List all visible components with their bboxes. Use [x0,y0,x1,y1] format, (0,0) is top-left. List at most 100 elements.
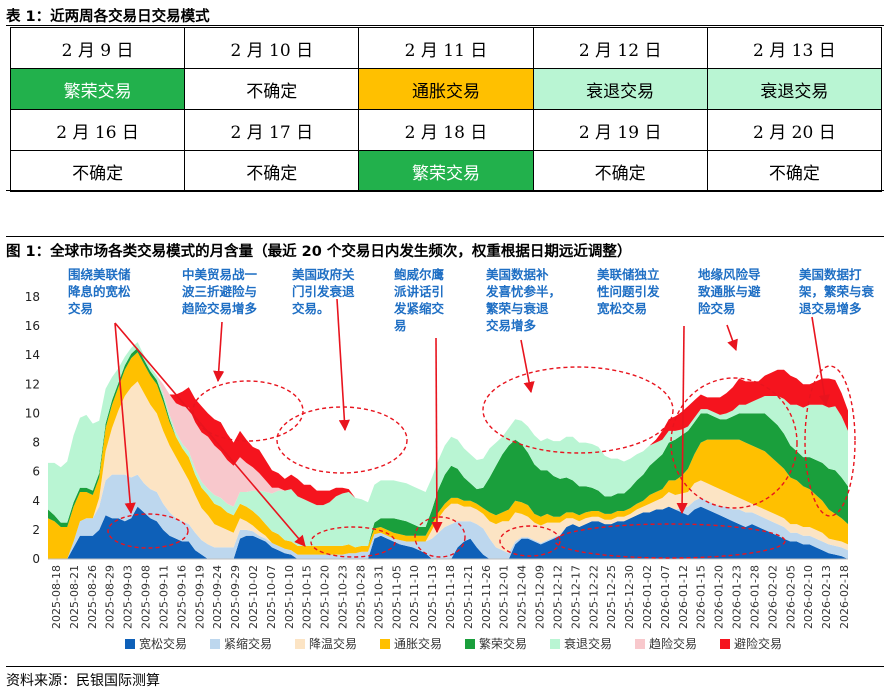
date-cell: 2 月 19 日 [532,109,708,151]
annotation-line: 性问题引发 [596,284,660,299]
legend-label: 繁荣交易 [479,636,527,651]
x-tick-label: 2025-12-09 [534,565,547,629]
legend-label: 紧缩交易 [224,636,272,651]
area-衰退交易 [48,342,848,548]
x-tick-label: 2025-12-25 [605,565,618,629]
annotation-arrow [431,337,443,534]
y-tick-label: 10 [25,406,40,420]
annotation-arrow [811,316,830,407]
x-tick-label: 2025-11-26 [480,565,493,629]
mode-cell: 繁荣交易 [9,68,186,110]
date-cell: 2 月 20 日 [706,109,883,151]
y-tick-label: 14 [25,348,40,362]
annotation-line: 派讲话引 [394,284,444,299]
x-tick-label: 2025-12-17 [569,565,582,629]
mode-row: 不确定 不确定 繁荣交易 不确定 不确定 [9,150,883,192]
highlight-ellipse [499,525,561,557]
x-tick-label: 2025-11-10 [408,565,421,629]
area-宽松交易 [48,506,848,559]
x-tick-label: 2025-10-20 [319,565,332,629]
x-tick-label: 2026-01-07 [659,565,672,629]
x-tick-label: 2025-10-15 [301,565,314,629]
x-tick-label: 2025-09-03 [122,565,135,629]
annotation-line: 交易增多 [486,318,537,333]
annotation-arrow [114,322,136,515]
date-cell: 2 月 18 日 [358,109,534,151]
annotation-text: 美联储独立性问题引发宽松交易 [596,267,660,316]
highlight-ellipse [670,377,798,509]
area-通胀交易 [48,352,848,559]
x-tick-label: 2026-02-13 [820,565,833,629]
date-cell: 2 月 17 日 [184,109,360,151]
y-tick-label: 2 [32,523,40,537]
annotation-line: 架，繁荣与衰 [798,284,875,299]
legend-swatch [380,639,390,649]
highlight-ellipse [414,516,466,558]
x-tick-label: 2026-01-28 [749,565,762,629]
annotation-line: 美国数据补 [486,267,549,282]
area-避险交易 [48,342,848,506]
x-tick-label: 2026-01-20 [713,565,726,629]
highlight-ellipse [554,523,786,559]
annotation-line: 美联储独立 [597,267,660,282]
mode-cell: 不确定 [184,150,360,192]
x-tick-label: 2025-10-23 [337,565,350,629]
x-tick-label: 2025-10-28 [355,565,368,629]
annotation-line: 中美贸易战一 [182,267,258,282]
annotation-text: 美国数据打架，繁荣与衰退交易增多 [798,267,875,316]
annotation-line: 交易 [68,301,93,316]
legend: 宽松交易 紧缩交易 降温交易 通胀交易 繁荣交易 衰退交易 趋险交易 避险交易 [125,636,782,651]
mode-row: 繁荣交易 不确定 通胀交易 衰退交易 衰退交易 [9,68,883,110]
annotation-line: 宽松交易 [596,301,647,316]
annotation-text: 围绕美联储降息的宽松交易 [68,267,131,316]
figure-caption: 图 1：全球市场各类交易模式的月含量（最近 20 个交易日内发生频次，权重根据日… [6,244,632,260]
annotation-arrow [676,325,688,515]
y-tick-label: 18 [25,290,40,304]
annotation-line: 易 [394,318,407,333]
x-tick-label: 2025-09-24 [211,565,224,629]
mode-cell: 不确定 [184,68,360,110]
legend-swatch [465,639,475,649]
x-tick-label: 2025-08-21 [68,565,81,629]
mode-cell: 不确定 [532,150,708,192]
annotation-line: 美国数据打 [799,267,862,282]
annotation-line: 鲍威尔鹰 [394,267,445,282]
x-tick-label: 2025-09-19 [193,565,206,629]
legend-swatch [720,639,730,649]
mode-cell: 不确定 [9,150,186,192]
mode-cell: 衰退交易 [532,68,708,110]
x-tick-label: 2025-09-16 [175,565,188,629]
figure-bottom-rule [6,666,884,667]
highlight-ellipse [310,526,396,558]
x-tick-label: 2025-08-18 [50,565,63,629]
x-tick-label: 2026-02-02 [766,565,779,629]
x-tick-label: 2025-08-29 [104,565,117,629]
x-tick-label: 2025-09-08 [140,565,153,629]
annotation-text: 美国数据补发喜忧参半， 繁荣与衰退交易增多 [485,267,561,333]
annotation-line: 致通胀与避 [698,284,761,299]
annotation-line: 美国政府关 [292,267,355,282]
legend-swatch [635,639,645,649]
table-top-rule [6,25,884,26]
x-tick-label: 2026-01-15 [695,565,708,629]
legend-label: 衰退交易 [564,636,612,651]
legend-swatch [210,639,220,649]
table-bottom-rule [6,190,884,191]
x-tick-label: 2025-11-05 [390,565,403,629]
annotation-line: 发紧缩交 [393,301,445,316]
table-caption: 表 1：近两周各交易日交易模式 [6,9,210,25]
x-tick-label: 2025-11-18 [444,565,457,629]
legend-label: 降温交易 [309,636,357,651]
x-tick-label: 2026-02-05 [784,565,797,629]
legend-swatch [125,639,135,649]
x-tick-label: 2026-01-12 [677,565,690,629]
highlight-ellipse [107,513,189,549]
annotation-line: 退交易增多 [799,301,862,316]
area-繁荣交易 [48,347,848,548]
date-cell: 2 月 9 日 [9,27,186,69]
x-tick-label: 2025-09-11 [158,565,171,629]
highlight-ellipse [482,366,674,454]
x-tick-label: 2025-12-12 [552,565,565,629]
